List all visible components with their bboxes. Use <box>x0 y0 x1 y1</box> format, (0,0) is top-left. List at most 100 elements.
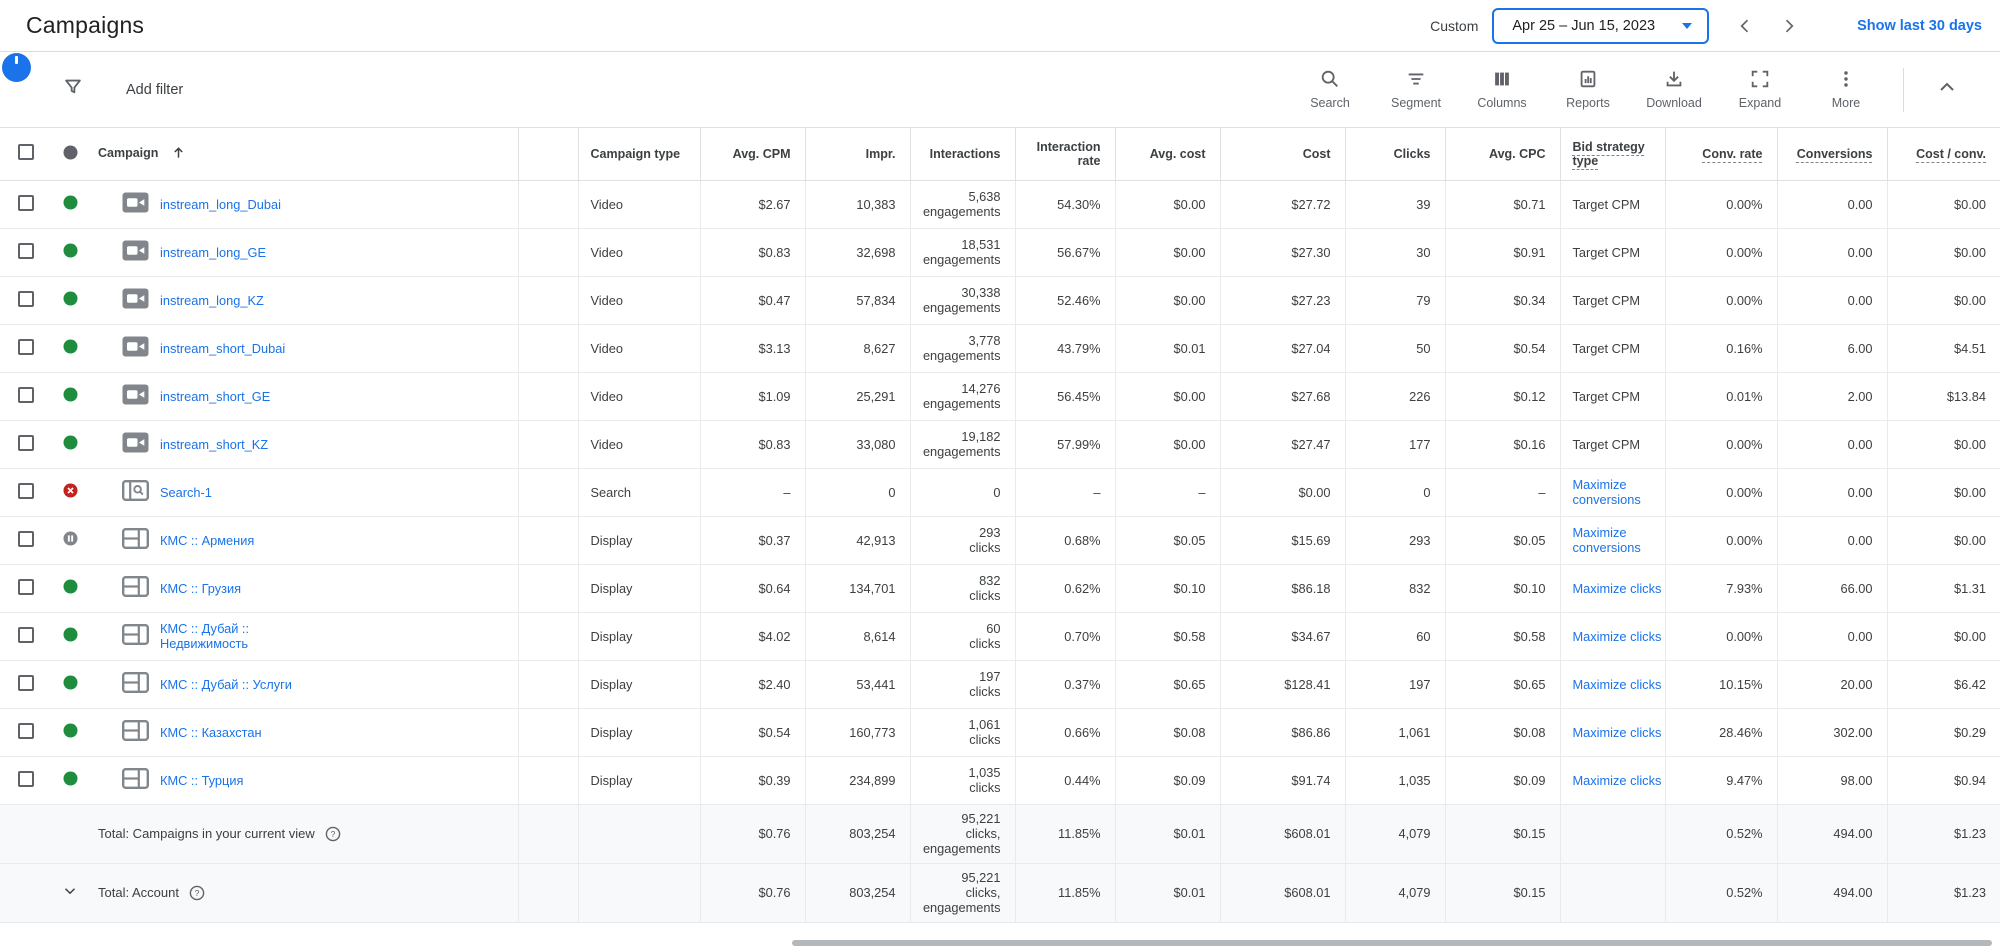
select-all-checkbox[interactable] <box>18 144 34 161</box>
campaign-link[interactable]: instream_long_Dubai <box>160 196 281 212</box>
metric-cell: 11.85% <box>1014 804 1115 864</box>
column-header-conversions[interactable]: Conversions <box>1776 128 1887 181</box>
more-button[interactable]: More <box>1813 68 1879 110</box>
interactions-cell: 293 clicks <box>909 516 1015 565</box>
segment-button[interactable]: Segment <box>1383 68 1449 110</box>
add-filter-button[interactable]: Add filter <box>62 76 183 103</box>
campaign-link[interactable]: КМС :: Турция <box>160 772 244 788</box>
metric-cell: 0.00 <box>1776 420 1887 469</box>
chevron-down-icon[interactable] <box>61 888 79 903</box>
svg-text:?: ? <box>330 829 335 839</box>
status-paused-icon[interactable] <box>63 531 78 546</box>
campaign-link[interactable]: instream_long_GE <box>160 244 266 260</box>
collapse-table-button[interactable] <box>1920 75 1974 104</box>
status-column-header[interactable] <box>48 128 92 181</box>
status-enabled-icon[interactable] <box>63 339 78 354</box>
metric-cell: 10,383 <box>804 180 910 229</box>
status-enabled-icon[interactable] <box>63 243 78 258</box>
row-checkbox-cell <box>0 468 48 517</box>
campaign-link[interactable]: КМС :: Дубай :: Недвижимость <box>160 621 250 651</box>
metric-cell: $0.71 <box>1444 180 1560 229</box>
campaign-link[interactable]: КМС :: Казахстан <box>160 724 262 740</box>
column-header-bid-strategy-type[interactable]: Bid strategy type <box>1559 128 1665 181</box>
date-range-picker[interactable]: Apr 25 – Jun 15, 2023 <box>1492 7 1710 44</box>
column-header-cost-per-conv[interactable]: Cost / conv. <box>1886 128 2000 181</box>
bid-strategy-link[interactable]: Maximize clicks <box>1572 580 1662 596</box>
column-header-conv-rate[interactable]: Conv. rate <box>1664 128 1777 181</box>
row-checkbox[interactable] <box>18 674 34 691</box>
next-date-range-button[interactable] <box>1767 10 1811 42</box>
campaign-link[interactable]: КМС :: Грузия <box>160 580 242 596</box>
campaign-link[interactable]: instream_short_Dubai <box>160 340 286 356</box>
metric-cell: $0.83 <box>699 228 805 277</box>
metric-cell: 20.00 <box>1776 660 1887 709</box>
status-enabled-icon[interactable] <box>63 771 78 786</box>
column-header-interactions[interactable]: Interactions <box>909 128 1015 181</box>
row-checkbox[interactable] <box>18 290 34 307</box>
campaign-link[interactable]: instream_long_KZ <box>160 292 264 308</box>
bid-strategy-link[interactable]: Maximize clicks <box>1572 676 1662 692</box>
column-header-avg-cost[interactable]: Avg. cost <box>1114 128 1220 181</box>
column-header-campaign[interactable]: Campaign <box>92 128 518 181</box>
bid-strategy-link[interactable]: Maximize clicks <box>1572 628 1662 644</box>
total-account-row: Total: Account? $0.76 803,254 95,221 clicks,… <box>0 863 2000 923</box>
help-icon[interactable]: ? <box>189 885 205 901</box>
column-header-avg-cpc[interactable]: Avg. CPC <box>1444 128 1560 181</box>
campaign-link[interactable]: КМС :: Дубай :: Услуги <box>160 676 292 692</box>
status-enabled-icon[interactable] <box>63 627 78 642</box>
metric-cell: 0.00 <box>1776 468 1887 517</box>
metric-cell: 98.00 <box>1776 756 1887 805</box>
metric-cell: 6.00 <box>1776 324 1887 373</box>
metric-cell: $0.12 <box>1444 372 1560 421</box>
row-checkbox[interactable] <box>18 530 34 547</box>
status-enabled-icon[interactable] <box>63 675 78 690</box>
status-enabled-icon[interactable] <box>63 195 78 210</box>
campaign-link[interactable]: instream_short_GE <box>160 388 271 404</box>
help-icon[interactable]: ? <box>325 826 341 842</box>
status-enabled-icon[interactable] <box>63 435 78 450</box>
spacer-cell <box>517 612 578 661</box>
row-checkbox[interactable] <box>18 434 34 451</box>
bid-strategy-link[interactable]: Maximize conversions <box>1572 525 1641 555</box>
column-header-clicks[interactable]: Clicks <box>1344 128 1445 181</box>
previous-date-range-button[interactable] <box>1723 10 1767 42</box>
metric-cell: $0.00 <box>1886 228 2000 277</box>
row-checkbox[interactable] <box>18 770 34 787</box>
row-checkbox[interactable] <box>18 578 34 595</box>
download-button[interactable]: Download <box>1641 68 1707 110</box>
video-campaign-icon <box>122 384 149 408</box>
row-checkbox[interactable] <box>18 482 34 499</box>
horizontal-scrollbar[interactable] <box>792 940 1992 946</box>
row-checkbox[interactable] <box>18 626 34 643</box>
expand-button[interactable]: Expand <box>1727 68 1793 110</box>
columns-button[interactable]: Columns <box>1469 68 1535 110</box>
campaign-type-cell: Video <box>577 324 700 373</box>
metric-cell: $0.76 <box>699 804 805 864</box>
column-header-avg-cpm[interactable]: Avg. CPM <box>699 128 805 181</box>
status-enabled-icon[interactable] <box>63 291 78 306</box>
column-header-cost[interactable]: Cost <box>1219 128 1345 181</box>
status-enabled-icon[interactable] <box>63 387 78 402</box>
status-enabled-icon[interactable] <box>63 723 78 738</box>
reports-button[interactable]: Reports <box>1555 68 1621 110</box>
row-checkbox[interactable] <box>18 722 34 739</box>
status-removed-icon[interactable] <box>63 483 78 498</box>
row-checkbox[interactable] <box>18 242 34 259</box>
bid-strategy-link[interactable]: Maximize conversions <box>1572 477 1641 507</box>
row-checkbox[interactable] <box>18 386 34 403</box>
show-last-30-days-link[interactable]: Show last 30 days <box>1857 17 1982 34</box>
column-header-interaction-rate[interactable]: Interaction rate <box>1014 128 1115 181</box>
metric-cell: $0.00 <box>1114 372 1220 421</box>
column-header-campaign-type[interactable]: Campaign type <box>577 128 700 181</box>
row-checkbox[interactable] <box>18 338 34 355</box>
campaign-link[interactable]: КМС :: Армения <box>160 532 255 548</box>
row-checkbox[interactable] <box>18 194 34 211</box>
campaign-link[interactable]: instream_short_KZ <box>160 436 269 452</box>
status-enabled-icon[interactable] <box>63 579 78 594</box>
bid-strategy-link[interactable]: Maximize clicks <box>1572 772 1662 788</box>
search-button[interactable]: Search <box>1297 68 1363 110</box>
column-header-impr[interactable]: Impr. <box>804 128 910 181</box>
campaign-link[interactable]: Search-1 <box>160 484 212 500</box>
metric-cell: $34.67 <box>1219 612 1345 661</box>
bid-strategy-link[interactable]: Maximize clicks <box>1572 724 1662 740</box>
